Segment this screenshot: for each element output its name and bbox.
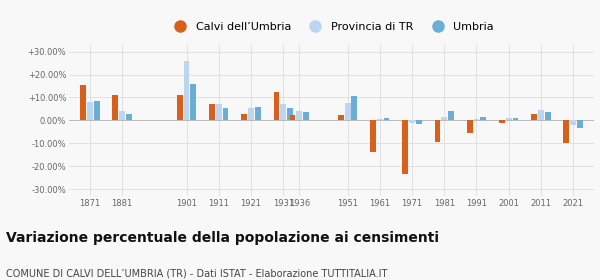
Bar xyxy=(434,120,440,142)
Bar xyxy=(190,84,196,120)
Bar xyxy=(538,110,544,120)
Bar xyxy=(80,85,86,120)
Bar xyxy=(467,120,473,133)
Legend: Calvi dell’Umbria, Provincia di TR, Umbria: Calvi dell’Umbria, Provincia di TR, Umbr… xyxy=(164,17,499,36)
Text: COMUNE DI CALVI DELL’UMBRIA (TR) - Dati ISTAT - Elaborazione TUTTITALIA.IT: COMUNE DI CALVI DELL’UMBRIA (TR) - Dati … xyxy=(6,269,388,279)
Bar xyxy=(241,113,247,120)
Bar xyxy=(255,107,260,120)
Bar xyxy=(531,113,537,120)
Bar xyxy=(570,120,576,125)
Bar xyxy=(377,119,383,120)
Bar xyxy=(416,120,422,124)
Bar xyxy=(177,95,182,120)
Bar xyxy=(506,118,512,120)
Bar xyxy=(403,120,408,174)
Bar xyxy=(87,102,93,120)
Bar xyxy=(352,96,357,120)
Bar xyxy=(481,117,486,120)
Bar xyxy=(274,92,280,120)
Bar xyxy=(473,119,479,120)
Bar xyxy=(112,95,118,120)
Bar xyxy=(184,61,190,120)
Bar xyxy=(303,112,309,120)
Bar xyxy=(290,115,295,120)
Bar xyxy=(223,108,229,120)
Bar xyxy=(512,118,518,120)
Bar xyxy=(209,104,215,120)
Bar xyxy=(94,101,100,120)
Bar xyxy=(119,111,125,120)
Bar xyxy=(287,108,293,120)
Bar xyxy=(383,118,389,120)
Bar xyxy=(448,111,454,120)
Bar xyxy=(248,108,254,120)
Bar xyxy=(280,104,286,120)
Bar xyxy=(216,104,221,120)
Bar xyxy=(126,113,132,120)
Bar xyxy=(442,117,447,120)
Bar xyxy=(499,120,505,123)
Bar xyxy=(409,120,415,123)
Bar xyxy=(370,120,376,153)
Bar xyxy=(545,112,551,120)
Bar xyxy=(296,111,302,120)
Bar xyxy=(577,120,583,129)
Bar xyxy=(563,120,569,143)
Bar xyxy=(345,103,350,120)
Text: Variazione percentuale della popolazione ai censimenti: Variazione percentuale della popolazione… xyxy=(6,231,439,245)
Bar xyxy=(338,115,344,120)
